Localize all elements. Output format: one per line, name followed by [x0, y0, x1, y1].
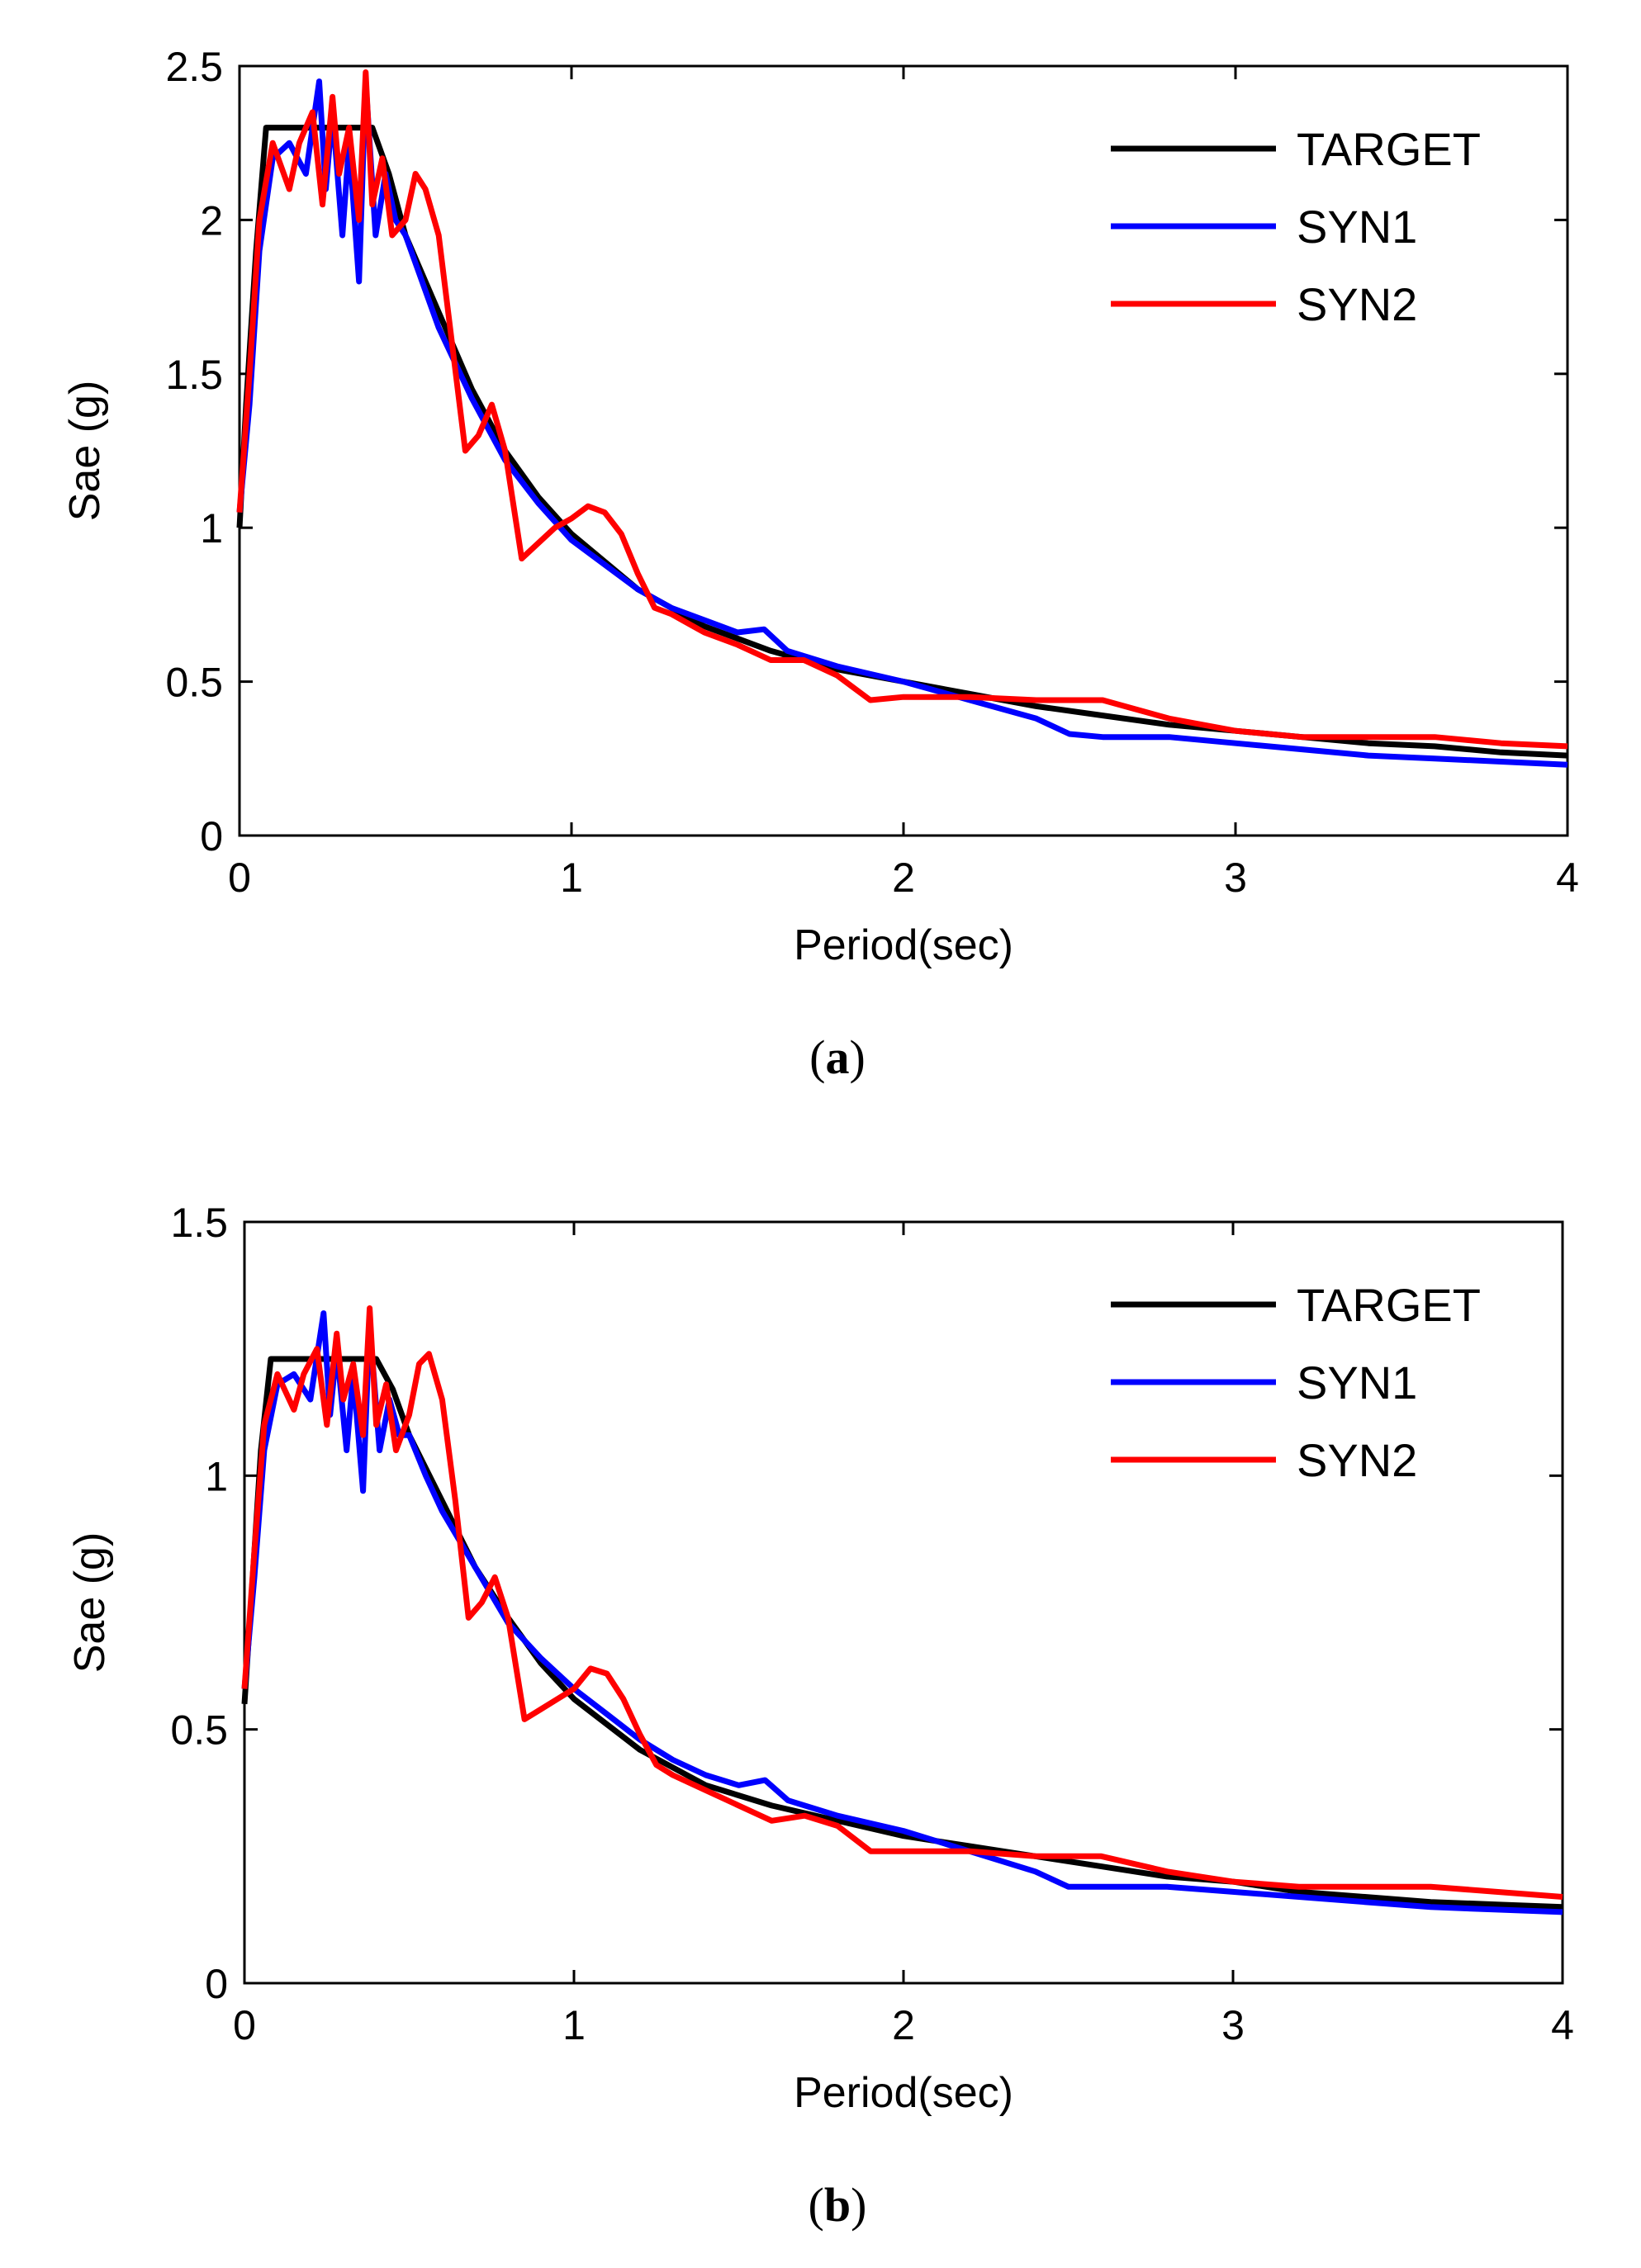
x-tick-label: 0 [233, 2002, 256, 2048]
x-tick-labels: 0 1 2 3 4 [228, 855, 1579, 901]
series-syn2-line [241, 1305, 1563, 1900]
y-tick-label: 0.5 [165, 660, 223, 706]
x-tick-label: 0 [228, 855, 251, 901]
legend-label-target: TARGET [1297, 1279, 1481, 1331]
y-tick-label: 0 [205, 1961, 228, 2007]
legend-label-target: TARGET [1297, 123, 1481, 175]
y-tick-label: 1.5 [170, 1200, 228, 1246]
x-axis-title: Period(sec) [794, 2069, 1013, 2117]
tick-marks [238, 64, 1569, 837]
y-tick-label: 1.5 [165, 352, 223, 398]
y-axis-title: Sae (g) [66, 1532, 114, 1674]
x-tick-label: 3 [1224, 855, 1247, 901]
y-tick-labels: 0 0.5 1 1.5 [170, 1200, 228, 2007]
x-tick-label: 3 [1221, 2002, 1245, 2048]
y-tick-label: 2.5 [165, 44, 223, 90]
y-axis-title: Sae (g) [61, 381, 109, 522]
x-tick-label: 2 [892, 855, 915, 901]
y-tick-label: 2 [200, 197, 223, 244]
legend-label-syn1: SYN1 [1297, 201, 1417, 253]
tick-marks [243, 1220, 1564, 1985]
caption-letter: a [826, 1030, 850, 1084]
y-tick-label: 0 [200, 813, 223, 859]
y-tick-label: 1 [200, 505, 223, 552]
x-tick-label: 4 [1556, 855, 1579, 901]
y-tick-labels: 0 0.5 1 1.5 2 2.5 [165, 44, 223, 859]
x-tick-label: 4 [1551, 2002, 1574, 2048]
chart-panel-b: 0 1 2 3 4 0 0.5 1 1.5 Period(sec) Sae (g) TARGE… [66, 1200, 1574, 2232]
y-tick-label: 1 [205, 1453, 228, 1499]
legend: TARGET SYN1 SYN2 [1111, 1279, 1481, 1486]
x-tick-label: 1 [562, 2002, 586, 2048]
y-tick-label: 0.5 [170, 1707, 228, 1754]
legend: TARGET SYN1 SYN2 [1111, 123, 1481, 330]
x-tick-label: 1 [560, 855, 583, 901]
caption: (a) [809, 1030, 866, 1084]
caption-letter: b [824, 2178, 851, 2232]
caption: (b) [809, 2178, 867, 2232]
chart-panel-a: 0 1 2 3 4 0 0.5 1 1.5 2 2.5 Period(sec) Sae (g) T… [61, 44, 1579, 1084]
series-lines [236, 69, 1568, 768]
x-tick-labels: 0 1 2 3 4 [233, 2002, 1574, 2048]
x-axis-title: Period(sec) [794, 921, 1013, 969]
series-syn2-line [236, 69, 1568, 750]
series-lines [241, 1305, 1563, 1915]
x-tick-label: 2 [892, 2002, 915, 2048]
legend-label-syn2: SYN2 [1297, 278, 1417, 330]
legend-label-syn1: SYN1 [1297, 1357, 1417, 1409]
legend-label-syn2: SYN2 [1297, 1434, 1417, 1486]
